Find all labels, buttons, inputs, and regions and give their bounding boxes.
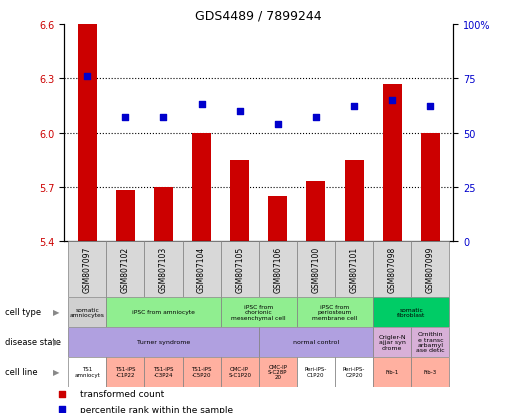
Text: somatic
fibroblast: somatic fibroblast — [397, 307, 425, 318]
Bar — [68, 357, 106, 387]
Text: GSM807105: GSM807105 — [235, 247, 244, 292]
Text: GSM807100: GSM807100 — [312, 247, 320, 292]
Text: GSM807106: GSM807106 — [273, 247, 282, 292]
Bar — [106, 357, 144, 387]
Point — [235, 108, 244, 115]
Bar — [192, 133, 211, 413]
Bar — [335, 242, 373, 297]
Text: Turner syndrome: Turner syndrome — [137, 339, 190, 344]
Bar — [373, 297, 450, 327]
Bar — [68, 297, 106, 327]
Text: somatic
amniocytes: somatic amniocytes — [70, 307, 105, 318]
Bar — [373, 242, 411, 297]
Bar — [421, 133, 440, 413]
Text: GSM807104: GSM807104 — [197, 247, 206, 292]
Bar — [230, 160, 249, 413]
Text: CMC-IP
S-C28P
20: CMC-IP S-C28P 20 — [268, 364, 287, 380]
Text: Ornithin
e transc
arbamyl
ase detic: Ornithin e transc arbamyl ase detic — [416, 331, 444, 353]
Text: GSM807101: GSM807101 — [350, 247, 358, 292]
Point — [388, 97, 397, 104]
Text: CMC-IP
S-C1P20: CMC-IP S-C1P20 — [228, 366, 251, 377]
Bar — [259, 327, 373, 357]
Text: GSM807098: GSM807098 — [388, 247, 397, 292]
Bar — [68, 327, 259, 357]
Bar — [116, 191, 135, 413]
Bar — [373, 357, 411, 387]
Text: TS1-iPS
-C1P22: TS1-iPS -C1P22 — [115, 366, 135, 377]
Point — [197, 102, 205, 108]
Bar — [154, 188, 173, 413]
Text: TS1
amniocyt: TS1 amniocyt — [74, 366, 100, 377]
Bar — [297, 297, 373, 327]
Bar — [259, 242, 297, 297]
Bar — [268, 197, 287, 413]
Bar — [383, 84, 402, 413]
Bar — [144, 242, 182, 297]
Point — [350, 104, 358, 111]
Text: iPSC from
chorionic
mesenchymal cell: iPSC from chorionic mesenchymal cell — [231, 304, 286, 320]
Text: GSM807099: GSM807099 — [426, 246, 435, 293]
Text: TS1-iPS
-C3P24: TS1-iPS -C3P24 — [153, 366, 174, 377]
Text: GSM807103: GSM807103 — [159, 247, 168, 292]
Text: Peri-iPS-
C1P20: Peri-iPS- C1P20 — [305, 366, 327, 377]
Text: percentile rank within the sample: percentile rank within the sample — [80, 405, 233, 413]
Bar — [106, 297, 220, 327]
Text: ▶: ▶ — [53, 367, 59, 376]
Bar — [411, 327, 450, 357]
Bar — [220, 242, 259, 297]
Title: GDS4489 / 7899244: GDS4489 / 7899244 — [196, 9, 322, 22]
Text: TS1-iPS
-C5P20: TS1-iPS -C5P20 — [192, 366, 212, 377]
Text: ▶: ▶ — [53, 308, 59, 317]
Bar — [220, 297, 297, 327]
Bar — [182, 357, 220, 387]
Point — [83, 74, 91, 80]
Text: disease state: disease state — [5, 337, 61, 347]
Text: ▶: ▶ — [53, 337, 59, 347]
Point — [121, 115, 129, 121]
Bar — [411, 357, 450, 387]
Point — [312, 115, 320, 121]
Text: Crigler-N
ajjar syn
drome: Crigler-N ajjar syn drome — [379, 334, 406, 350]
Point — [58, 406, 66, 413]
Point — [159, 115, 167, 121]
Bar — [345, 160, 364, 413]
Text: Fib-1: Fib-1 — [386, 369, 399, 374]
Bar — [78, 25, 97, 413]
Point — [58, 391, 66, 397]
Bar — [297, 357, 335, 387]
Bar — [220, 357, 259, 387]
Text: cell line: cell line — [5, 367, 38, 376]
Point — [274, 121, 282, 128]
Text: GSM807097: GSM807097 — [83, 246, 92, 293]
Point — [426, 104, 435, 111]
Text: GSM807102: GSM807102 — [121, 247, 130, 292]
Text: cell type: cell type — [5, 308, 41, 317]
Bar — [68, 242, 106, 297]
Bar — [373, 327, 411, 357]
Bar — [106, 242, 144, 297]
Text: normal control: normal control — [293, 339, 339, 344]
Text: Peri-iPS-
C2P20: Peri-iPS- C2P20 — [343, 366, 365, 377]
Text: transformed count: transformed count — [80, 389, 164, 398]
Bar — [297, 242, 335, 297]
Text: Fib-3: Fib-3 — [424, 369, 437, 374]
Bar — [411, 242, 450, 297]
Bar — [335, 357, 373, 387]
Bar — [182, 242, 220, 297]
Text: iPSC from amniocyte: iPSC from amniocyte — [132, 310, 195, 315]
Bar — [144, 357, 182, 387]
Text: iPSC from
periosteum
membrane cell: iPSC from periosteum membrane cell — [312, 304, 358, 320]
Bar — [306, 182, 325, 413]
Bar — [259, 357, 297, 387]
